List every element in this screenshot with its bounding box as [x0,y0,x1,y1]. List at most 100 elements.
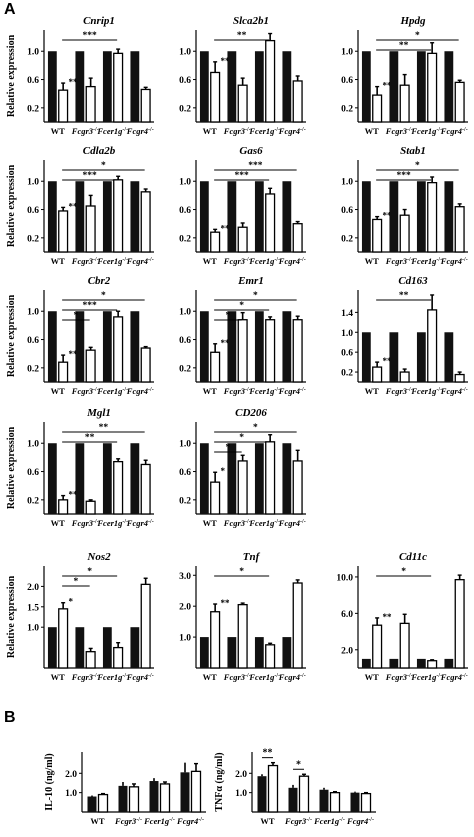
y-tick-label: 0.2 [179,104,191,114]
y-tick-label: 1.0 [27,624,39,634]
x-tick-label-sup: -/- [93,519,99,525]
bar-treated [113,316,124,383]
x-tick-label-main: Fcer1g [248,126,275,136]
bar-control [288,787,298,812]
significance-label: ** [263,748,273,759]
x-tick-label-main: Fcgr3 [71,386,94,396]
chart-title: Nos2 [86,551,111,563]
y-tick-label: 0.2 [27,496,39,506]
bar-treated [454,81,465,123]
bar-control [361,658,371,668]
x-tick-label-sup: -/- [436,257,442,263]
chart-title: Cd11c [399,551,427,563]
x-tick-label-main: Fcer1g [96,256,123,266]
x-tick-label-main: Fcgr3 [385,672,408,682]
chart-title: Tnf [243,551,261,563]
significance-label: * [253,423,258,433]
x-tick-label-main: Fcgr4 [440,672,462,682]
x-tick-label-main: Fcer1g [143,816,170,826]
bar-control [444,51,454,122]
bar-control [361,181,371,252]
bar-control [416,332,426,382]
x-tick-label-main: Fcgr3 [385,126,408,136]
bar-treated [58,89,69,123]
x-tick-label-sup: -/- [93,387,99,393]
chart-nos2: 1.0 1.5 2.0 Nos2 Relative expression * WT Fcgr3… [6,551,154,682]
x-tick-label-sup: -/- [407,127,413,133]
x-tick-label-sup: -/- [93,127,99,133]
x-tick-label-sup: -/- [462,673,468,679]
significance-label: *** [248,161,263,171]
chart-cdla2b: 0.2 0.6 1.0 Cdla2b Relative expression *** WT F… [6,145,154,266]
y-tick-label: 0.6 [341,206,353,216]
x-tick-label-sup: -/- [306,817,312,823]
y-tick-label: 2.0 [65,770,77,780]
x-tick-label: Fcer1g-/- [143,816,175,826]
significance-label: * [87,567,92,577]
x-tick-label-main: Fcgr3 [223,256,246,266]
x-tick-label: Fcgr4-/- [176,816,204,826]
bar-treated [372,624,383,669]
x-tick-label: Fcgr3-/- [223,256,251,266]
bar-treated [237,84,248,123]
bar-control [416,658,426,668]
bar-control [416,181,426,252]
x-tick-label-main: Fcer1g [410,672,437,682]
x-tick-label-main: Fcgr3 [71,672,94,682]
x-tick-label: Fcgr4-/- [278,672,306,682]
y-tick-label: 0.6 [179,468,191,478]
x-tick-label-main: Fcgr4 [126,672,148,682]
x-tick-label: Fcgr4-/- [346,816,374,826]
x-tick-label: Fcgr3-/- [284,816,312,826]
bar-control [75,51,85,122]
y-tick-label: 1.4 [341,309,353,319]
x-tick-label-sup: -/- [245,519,251,525]
x-tick-label-sup: -/- [148,519,154,525]
x-tick-label-sup: -/- [436,673,442,679]
significance-label: * [226,311,231,321]
x-tick-label-sup: -/- [436,387,442,393]
significance-label: * [239,301,244,311]
bar-treated [113,52,124,123]
x-tick-label-sup: -/- [300,673,306,679]
y-tick-label: 0.6 [179,336,191,346]
x-tick-label-main: WT [51,518,66,528]
bar-treated [292,582,303,669]
x-tick-label-sup: -/- [300,127,306,133]
bar-control [254,637,264,668]
x-tick-label: WT [51,518,66,528]
y-tick-label: 10.0 [336,573,353,583]
y-tick-label: 0.2 [341,369,353,379]
bar-treated [265,644,276,669]
y-tick-label: 1.0 [235,789,247,799]
significance-label: * [226,443,231,453]
significance-label: * [69,597,74,607]
x-tick-label-sup: -/- [300,519,306,525]
bar-treated [85,349,96,383]
x-tick-label-main: WT [203,256,218,266]
y-tick-label: 3.0 [179,572,191,582]
chart-title: Cbr2 [88,275,111,287]
y-tick-label: 2.0 [179,603,191,613]
bar-treated [85,85,96,123]
x-tick-label-sup: -/- [245,257,251,263]
bar-control [47,443,57,514]
x-tick-label-sup: -/- [148,673,154,679]
bar-control [102,627,112,668]
x-tick-label-sup: -/- [93,673,99,679]
x-tick-label-main: Fcer1g [410,386,437,396]
x-tick-label-sup: -/- [245,127,251,133]
x-tick-label: WT [365,386,380,396]
x-tick-label: Fcgr4-/- [440,256,468,266]
x-tick-label-sup: -/- [169,817,175,823]
bar-treated [85,500,96,515]
x-tick-label: WT [260,816,275,826]
y-tick-label: 1.0 [341,329,353,339]
bar-treated [140,463,151,515]
y-tick-label: 2.0 [341,646,353,656]
bar-treated [237,460,248,515]
y-tick-label: 0.6 [27,468,39,478]
